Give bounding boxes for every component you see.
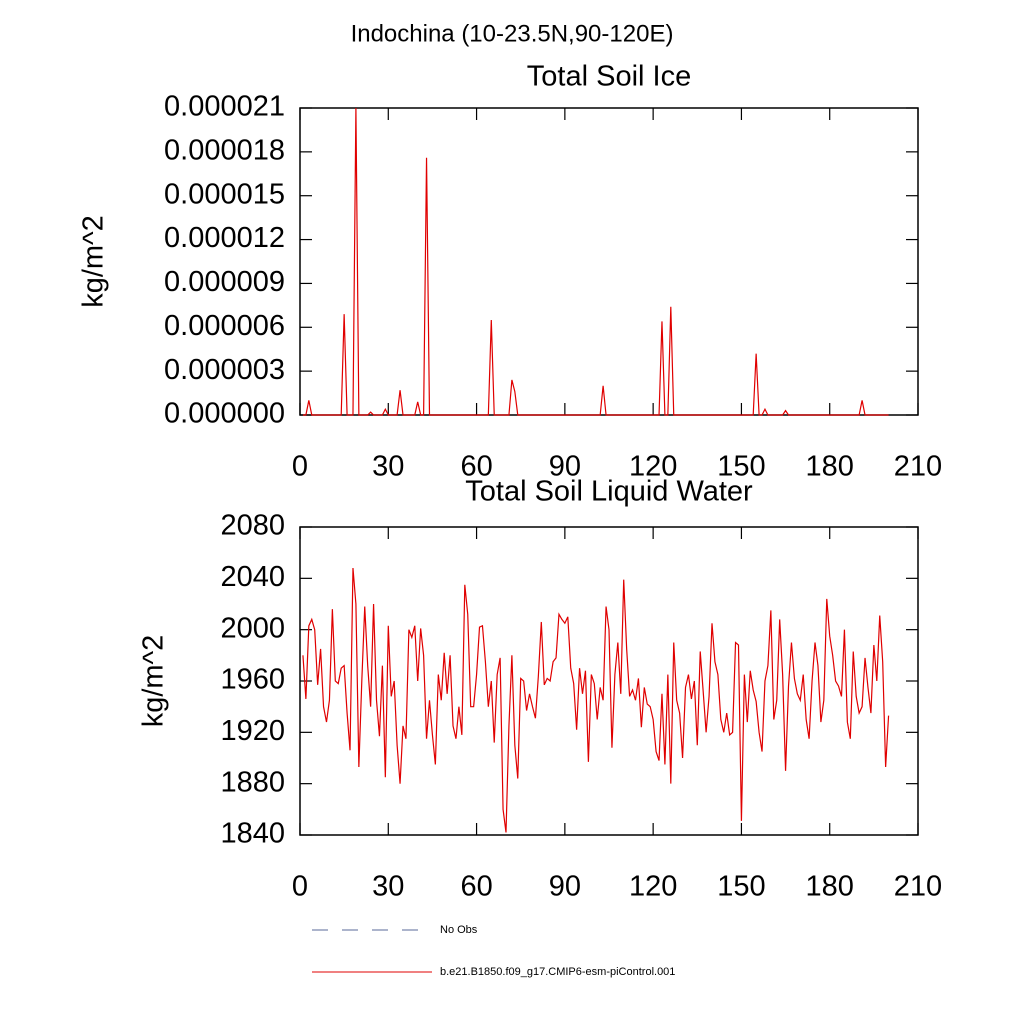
x-tick-label: 210 [894,871,942,903]
x-tick-label: 180 [806,871,854,903]
y-axis-label: kg/m^2 [78,215,110,308]
legend-label: b.e21.B1850.f09_g17.CMIP6-esm-piControl.… [440,966,675,978]
chart-title: Total Soil Ice [527,61,691,93]
x-tick-label: 120 [629,451,677,483]
y-tick-label: 0.000000 [164,398,285,430]
x-tick-label: 30 [372,871,404,903]
x-tick-label: 0 [292,451,308,483]
y-tick-label: 0.000018 [164,135,285,167]
y-tick-label: 0.000009 [164,266,285,298]
y-tick-label: 1880 [220,766,285,798]
y-tick-label: 0.000003 [164,354,285,386]
x-tick-label: 30 [372,451,404,483]
plot-frame [299,107,919,416]
x-tick-label: 0 [292,871,308,903]
y-tick-label: 0.000015 [164,178,285,210]
plot-frame [299,526,919,836]
x-tick-label: 120 [629,871,677,903]
y-tick-label: 1960 [220,664,285,696]
y-tick-label: 2080 [220,510,285,542]
y-tick-label: 2000 [220,612,285,644]
x-tick-label: 90 [549,871,581,903]
y-axis-label: kg/m^2 [138,635,170,728]
y-tick-label: 0.000006 [164,310,285,342]
x-tick-label: 210 [894,451,942,483]
x-tick-label: 150 [717,451,765,483]
y-tick-label: 1840 [220,818,285,850]
x-tick-label: 90 [549,451,581,483]
x-tick-label: 150 [717,871,765,903]
data-line [302,107,889,416]
figure-title: Indochina (10-23.5N,90-120E) [351,20,674,47]
x-tick-label: 180 [806,451,854,483]
chart-title: Total Soil Liquid Water [465,476,753,508]
x-tick-label: 60 [460,871,492,903]
legend-label: No Obs [440,924,478,936]
data-line [302,568,890,833]
y-tick-label: 0.000012 [164,222,285,254]
x-tick-label: 60 [460,451,492,483]
y-tick-label: 0.000021 [164,91,285,123]
y-tick-label: 1920 [220,715,285,747]
y-tick-label: 2040 [220,561,285,593]
